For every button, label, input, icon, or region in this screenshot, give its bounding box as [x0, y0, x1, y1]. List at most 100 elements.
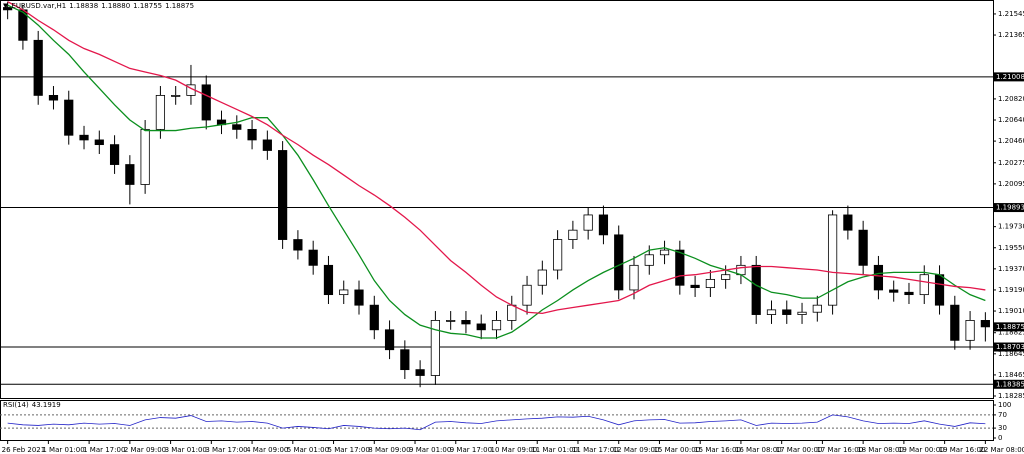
- rsi-header: RSI(14) 43.1919: [3, 401, 61, 409]
- candle-body: [400, 349, 410, 371]
- x-tick-label: 19 Mar 16:00: [939, 446, 986, 454]
- candle-body: [705, 278, 715, 289]
- candle-body: [889, 289, 899, 293]
- candle-body: [751, 264, 761, 315]
- candle-body: [155, 94, 166, 130]
- x-tick-label: 15 Mar 00:00: [653, 446, 700, 454]
- candle-body: [598, 214, 609, 236]
- x-tick-label: 3 Mar 17:00: [205, 446, 247, 454]
- y-tick-label: 1.20275: [998, 159, 1024, 167]
- current-price-label: 1.18875: [996, 323, 1024, 331]
- candle-body: [659, 249, 670, 256]
- rsi-y-tick-label: 70: [998, 411, 1007, 419]
- candle-body: [201, 84, 211, 121]
- rsi-title: RSI(14): [3, 401, 29, 409]
- x-tick-label: 4 Mar 09:00: [246, 446, 288, 454]
- header-icon: ▼: [3, 2, 9, 10]
- main-panel-frame: [0, 0, 994, 399]
- x-tick-label: 1 Mar 17:00: [83, 446, 125, 454]
- candle-body: [583, 214, 593, 231]
- candle-body: [980, 320, 990, 328]
- candle-body: [934, 274, 945, 306]
- level-label: 1.19893: [996, 204, 1024, 212]
- x-tick-label: 17 Mar 16:00: [816, 446, 863, 454]
- x-tick-label: 5 Mar 17:00: [328, 446, 370, 454]
- rsi-y-tick-label: 100: [998, 401, 1011, 409]
- rsi-last: 43.1919: [32, 401, 61, 409]
- level-label-bg: [994, 72, 1024, 82]
- rsi-line: [7, 414, 986, 431]
- candle-body: [675, 249, 685, 286]
- candle-body: [369, 304, 379, 331]
- quote-close: 1.18875: [165, 2, 194, 10]
- candle-body: [782, 309, 792, 315]
- x-tick-label: 22 Mar 08:00: [979, 446, 1024, 454]
- x-tick-label: 15 Mar 16:00: [694, 446, 741, 454]
- candle-body: [94, 139, 104, 146]
- candle-body: [461, 320, 471, 325]
- candle-body: [873, 264, 884, 291]
- x-tick-label: 16 Mar 08:00: [735, 446, 782, 454]
- y-tick-label: 1.19190: [998, 286, 1024, 294]
- candle-body: [140, 128, 150, 185]
- quote-high: 1.18880: [101, 2, 130, 10]
- y-tick-label: 1.18285: [998, 392, 1024, 400]
- y-tick-label: 1.19550: [998, 244, 1024, 252]
- x-tick-label: 10 Mar 09:00: [491, 446, 538, 454]
- candle-body: [125, 164, 135, 185]
- candle-body: [171, 94, 181, 97]
- y-tick-label: 1.21545: [998, 10, 1024, 18]
- y-tick-label: 1.20820: [998, 95, 1024, 103]
- candle-body: [537, 269, 547, 286]
- y-tick-label: 1.18465: [998, 371, 1024, 379]
- x-tick-label: 11 Mar 01:00: [531, 446, 578, 454]
- x-tick-label: 11 Mar 17:00: [572, 446, 619, 454]
- candle-body: [430, 320, 440, 376]
- x-tick-label: 2 Mar 09:00: [124, 446, 166, 454]
- candle-body: [950, 304, 960, 341]
- candle-body: [109, 144, 120, 165]
- candle-body: [507, 304, 517, 321]
- candle-body: [384, 329, 395, 351]
- x-tick-label: 9 Mar 17:00: [450, 446, 492, 454]
- candle-body: [721, 274, 731, 280]
- candle-body: [491, 320, 502, 331]
- candle-body: [415, 369, 425, 376]
- candle-body: [797, 311, 807, 315]
- y-tick-label: 1.18645: [998, 350, 1024, 358]
- symbol: EURUSD.var,H1: [11, 2, 66, 10]
- moving-average: [7, 4, 986, 339]
- candle-body: [843, 214, 853, 231]
- x-tick-label: 3 Mar 01:00: [165, 446, 207, 454]
- chart-header: ▼ EURUSD.var,H1 1.18838 1.18880 1.18755 1.188…: [3, 2, 194, 10]
- y-tick-label: 1.19730: [998, 223, 1024, 231]
- candle-body: [476, 323, 486, 331]
- level-label: 1.18385: [996, 380, 1024, 388]
- level-label: 1.21008: [996, 73, 1024, 81]
- x-tick-label: 1 Mar 01:00: [42, 446, 84, 454]
- x-tick-label: 5 Mar 01:00: [287, 446, 329, 454]
- y-tick-label: 1.19010: [998, 307, 1024, 315]
- x-tick-label: 17 Mar 00:00: [776, 446, 823, 454]
- candle-body: [827, 214, 838, 306]
- candle-body: [522, 284, 532, 306]
- candle-body: [262, 139, 272, 151]
- candle-body: [339, 289, 349, 296]
- x-tick-label: 19 Mar 00:00: [898, 446, 945, 454]
- candle-body: [690, 284, 700, 289]
- x-tick-label: 18 Mar 08:00: [857, 446, 904, 454]
- candle-body: [812, 304, 822, 313]
- candle-body: [629, 264, 639, 291]
- candle-body: [446, 320, 456, 322]
- x-tick-label: 12 Mar 09:00: [613, 446, 660, 454]
- rsi-y-tick-label: 30: [998, 424, 1007, 432]
- y-tick-label: 1.20460: [998, 137, 1024, 145]
- candle-body: [3, 7, 13, 11]
- candle-body: [614, 234, 624, 291]
- y-tick-label: 1.19370: [998, 265, 1024, 273]
- candle-body: [232, 124, 242, 130]
- candle-body: [553, 239, 563, 271]
- level-label: 1.18703: [996, 343, 1024, 351]
